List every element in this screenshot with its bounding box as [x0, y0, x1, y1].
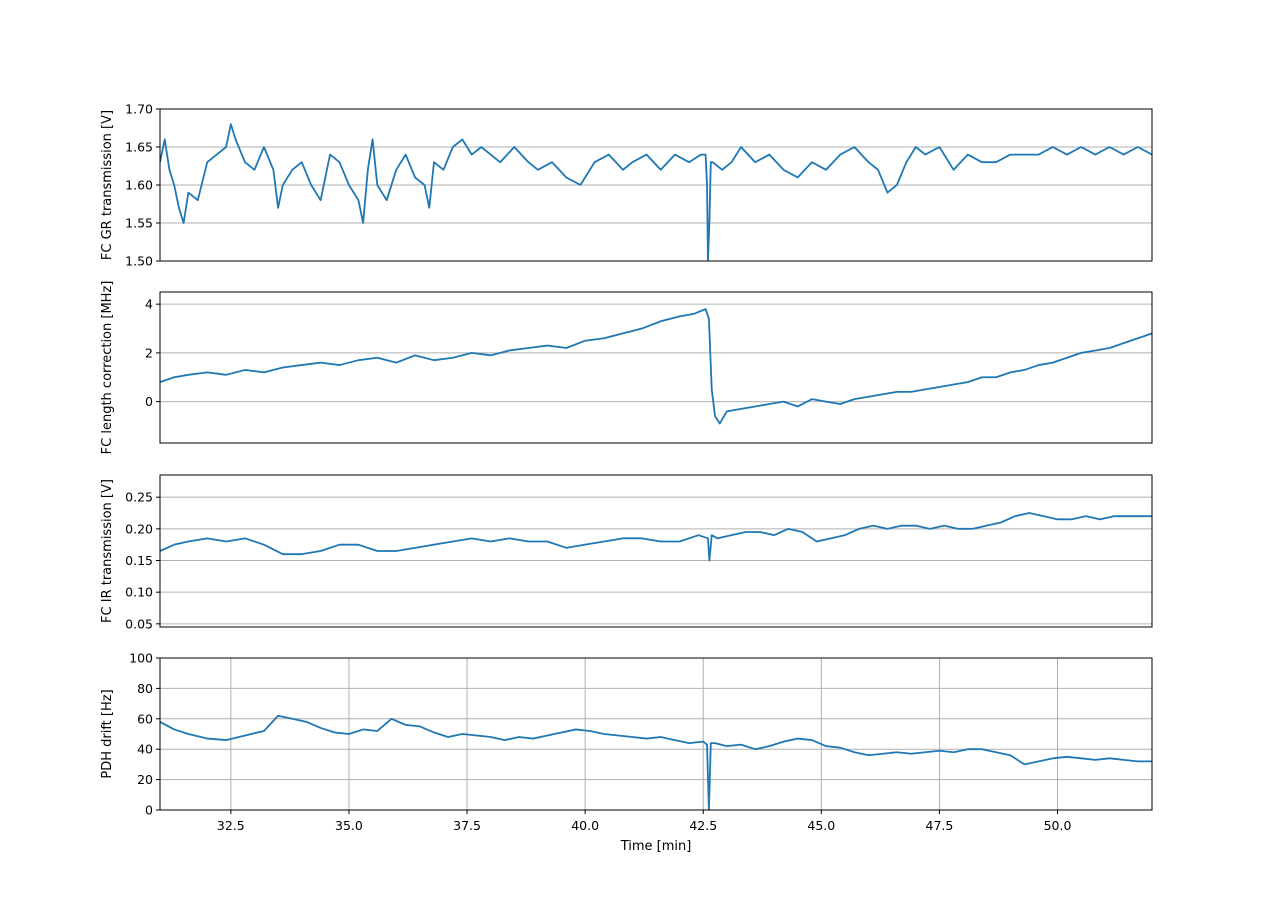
x-tick-label: 47.5 — [926, 818, 954, 833]
y-tick-label: 0.10 — [125, 585, 153, 600]
x-tick-label: 37.5 — [453, 818, 481, 833]
x-axis-label: Time [min] — [620, 839, 692, 854]
x-tick-label: 42.5 — [689, 818, 717, 833]
panel-3: 0.05 0.10 0.15 0.20 0.25 FC IR transmission [… — [100, 474, 1153, 631]
y-tick-label: 100 — [129, 651, 153, 666]
y-tick-label: 0.20 — [125, 521, 153, 536]
y-axis-label: FC GR transmission [V] — [100, 110, 115, 260]
y-tick-label: 0 — [145, 803, 153, 818]
y-tick-label: 80 — [137, 681, 153, 696]
y-tick-label: 4 — [145, 297, 153, 312]
y-tick-label: 2 — [145, 345, 153, 360]
x-tick-label: 32.5 — [217, 818, 245, 833]
y-tick-label: 1.55 — [125, 216, 153, 231]
series-line — [160, 308, 1152, 425]
y-tick-label: 20 — [137, 772, 153, 787]
series-line — [160, 512, 1152, 562]
y-tick-label: 1.60 — [125, 178, 153, 193]
y-tick-label: 0.25 — [125, 490, 153, 505]
y-axis-label: FC length correction [MHz] — [100, 281, 115, 455]
x-tick-label: 50.0 — [1044, 818, 1072, 833]
y-axis-label: FC IR transmission [V] — [100, 479, 115, 623]
series-line — [160, 714, 1152, 810]
y-tick-label: 1.50 — [125, 254, 153, 269]
axes-frame — [159, 291, 1153, 444]
panel-4: 0 20 40 60 80 100 32.5 35.0 37.5 40.0 42.5 45.0 47.5… — [100, 651, 1153, 833]
y-tick-label: 0 — [145, 394, 153, 409]
x-tick-label: 45.0 — [807, 818, 835, 833]
panel-2: 0 2 4 FC length correction [MHz] — [100, 281, 1153, 455]
axes-frame — [159, 657, 1153, 811]
y-tick-label: 1.65 — [125, 140, 153, 155]
panels: 1.50 1.55 1.60 1.65 1.70 FC GR transmission [… — [100, 102, 1153, 833]
y-tick-label: 1.70 — [125, 102, 153, 117]
y-tick-label: 40 — [137, 742, 153, 757]
y-tick-label: 0.05 — [125, 616, 153, 631]
y-tick-label: 60 — [137, 711, 153, 726]
axes-frame — [159, 474, 1153, 628]
y-tick-label: 0.15 — [125, 553, 153, 568]
panel-1: 1.50 1.55 1.60 1.65 1.70 FC GR transmission [… — [100, 102, 1153, 269]
x-tick-label: 35.0 — [335, 818, 363, 833]
series-line — [160, 123, 1152, 261]
y-axis-label: PDH drift [Hz] — [100, 689, 115, 778]
x-tick-label: 40.0 — [571, 818, 599, 833]
